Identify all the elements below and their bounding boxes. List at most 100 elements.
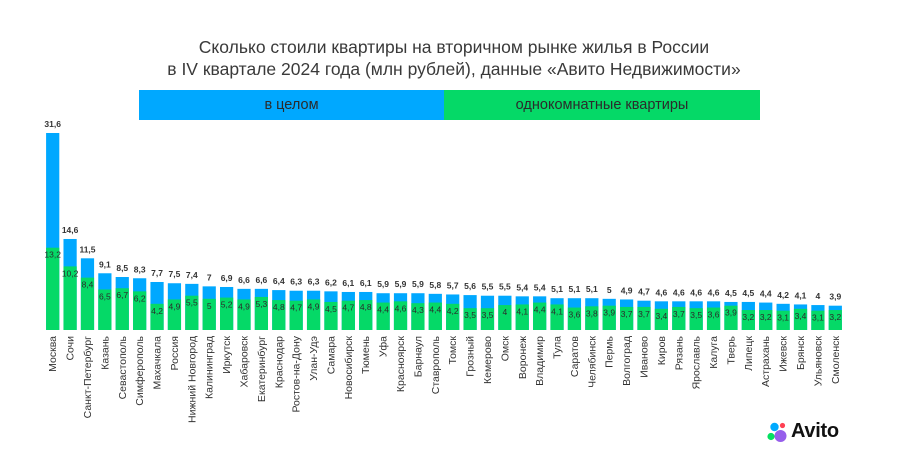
bar-one-room-42 <box>776 310 790 330</box>
bar-one-room-0 <box>46 247 60 330</box>
bar-one-room-24 <box>463 308 477 330</box>
value-label-all-20: 5,9 <box>395 279 407 289</box>
bar-one-room-45 <box>828 310 842 330</box>
bar-one-room-43 <box>793 308 808 330</box>
legend-all-label: в целом <box>264 97 319 113</box>
value-label-one-room-22: 4,4 <box>429 305 441 315</box>
value-label-one-room-38: 3,6 <box>708 310 720 320</box>
category-label-22: Ставрополь <box>430 335 442 394</box>
avito-logo-icon <box>767 422 787 442</box>
value-label-one-room-30: 3,6 <box>569 310 581 320</box>
value-label-one-room-39: 3,9 <box>725 308 737 318</box>
value-label-one-room-12: 5,3 <box>255 299 267 309</box>
value-label-one-room-14: 4,7 <box>290 303 302 313</box>
category-label-1: Сочи <box>65 336 77 361</box>
value-label-all-44: 4 <box>816 291 821 301</box>
value-label-all-17: 6,1 <box>342 278 354 288</box>
value-label-all-28: 5,4 <box>534 282 546 292</box>
value-label-one-room-25: 3,5 <box>482 310 494 320</box>
bar-one-room-22 <box>428 302 442 330</box>
category-label-40: Липецк <box>743 336 755 371</box>
bar-one-room-3 <box>98 289 112 330</box>
category-label-32: Пермь <box>604 335 616 367</box>
value-label-all-16: 6,2 <box>325 277 337 287</box>
value-label-all-38: 4,6 <box>708 287 720 297</box>
category-label-30: Саратов <box>569 336 581 378</box>
value-label-all-23: 5,7 <box>447 280 459 290</box>
bar-one-room-5 <box>133 291 147 330</box>
value-label-one-room-15: 4,9 <box>308 301 320 311</box>
value-label-all-33: 4,9 <box>621 285 633 295</box>
value-label-one-room-24: 3,5 <box>464 310 476 320</box>
value-label-all-39: 4,5 <box>725 288 737 298</box>
bar-one-room-14 <box>289 300 303 330</box>
value-label-one-room-29: 4,1 <box>551 306 563 316</box>
value-label-one-room-11: 4,9 <box>238 301 250 311</box>
value-label-one-room-35: 3,4 <box>655 311 667 321</box>
bar-one-room-9 <box>202 298 216 330</box>
value-label-all-3: 9,1 <box>99 259 111 269</box>
bar-one-room-15 <box>306 299 321 330</box>
value-label-one-room-6: 4,2 <box>151 306 163 316</box>
bar-one-room-30 <box>567 307 582 330</box>
bar-one-room-34 <box>637 306 651 330</box>
value-label-all-40: 4,5 <box>742 288 754 298</box>
bar-one-room-2 <box>80 277 95 330</box>
bar-one-room-16 <box>324 301 338 330</box>
value-label-all-21: 5,9 <box>412 279 424 289</box>
value-label-one-room-34: 3,7 <box>638 309 650 319</box>
category-label-16: Самара <box>325 336 337 374</box>
value-label-all-31: 5,1 <box>586 284 598 294</box>
chart-title-line-1: Сколько стоили квартиры на вторичном рын… <box>198 37 710 57</box>
bar-one-room-13 <box>272 300 286 330</box>
value-label-one-room-41: 3,2 <box>760 312 772 322</box>
value-label-all-8: 7,4 <box>186 270 198 280</box>
value-label-all-18: 6,1 <box>360 278 372 288</box>
value-label-all-26: 5,5 <box>499 282 511 292</box>
value-label-all-41: 4,4 <box>760 289 772 299</box>
bar-one-room-1 <box>63 266 77 330</box>
value-label-one-room-3: 6,5 <box>99 291 111 301</box>
avito-logo-text: Avito <box>791 420 839 442</box>
value-label-all-14: 6,3 <box>290 277 302 287</box>
bar-one-room-44 <box>811 310 825 330</box>
bar-one-room-8 <box>185 295 199 330</box>
category-label-41: Астрахань <box>760 335 772 387</box>
category-label-0: Москва <box>47 336 59 372</box>
legend-all-apartments: в целом <box>139 90 444 120</box>
value-label-one-room-18: 4,8 <box>360 302 372 312</box>
value-label-one-room-7: 4,9 <box>169 301 181 311</box>
bar-one-room-19 <box>376 302 390 330</box>
value-label-all-1: 14,6 <box>62 225 79 235</box>
category-label-15: Улан-Удэ <box>308 336 320 381</box>
bar-one-room-36 <box>672 306 686 330</box>
value-label-one-room-16: 4,5 <box>325 304 337 314</box>
value-label-one-room-4: 6,7 <box>116 290 128 300</box>
value-label-one-room-0: 13,2 <box>44 250 61 260</box>
bar-one-room-38 <box>706 307 721 330</box>
category-label-25: Кемерово <box>482 336 494 384</box>
value-label-one-room-2: 8,4 <box>82 280 94 290</box>
value-label-all-5: 8,3 <box>134 264 146 274</box>
value-label-one-room-21: 4,3 <box>412 305 424 315</box>
category-label-39: Тверь <box>725 335 737 364</box>
bar-one-room-17 <box>341 300 355 330</box>
chart-title-line-2: в IV квартале 2024 года (млн рублей), да… <box>167 59 741 79</box>
category-label-23: Томск <box>447 336 459 365</box>
value-label-all-45: 3,9 <box>829 292 841 302</box>
category-label-33: Волгоград <box>621 336 633 386</box>
value-label-one-room-26: 4 <box>503 307 508 317</box>
bar-one-room-31 <box>585 306 599 330</box>
value-label-one-room-8: 5,5 <box>186 298 198 308</box>
category-label-18: Тюмень <box>360 335 372 374</box>
bar-one-room-25 <box>480 308 495 330</box>
value-label-all-7: 7,5 <box>169 269 181 279</box>
category-label-24: Грозный <box>465 336 477 377</box>
value-label-one-room-45: 3,2 <box>829 312 841 322</box>
value-label-all-43: 4,1 <box>795 290 807 300</box>
category-label-44: Ульяновск <box>812 336 824 387</box>
value-label-one-room-31: 3,8 <box>586 308 598 318</box>
category-label-28: Владимир <box>534 336 546 386</box>
category-label-17: Новосибирск <box>343 336 355 400</box>
